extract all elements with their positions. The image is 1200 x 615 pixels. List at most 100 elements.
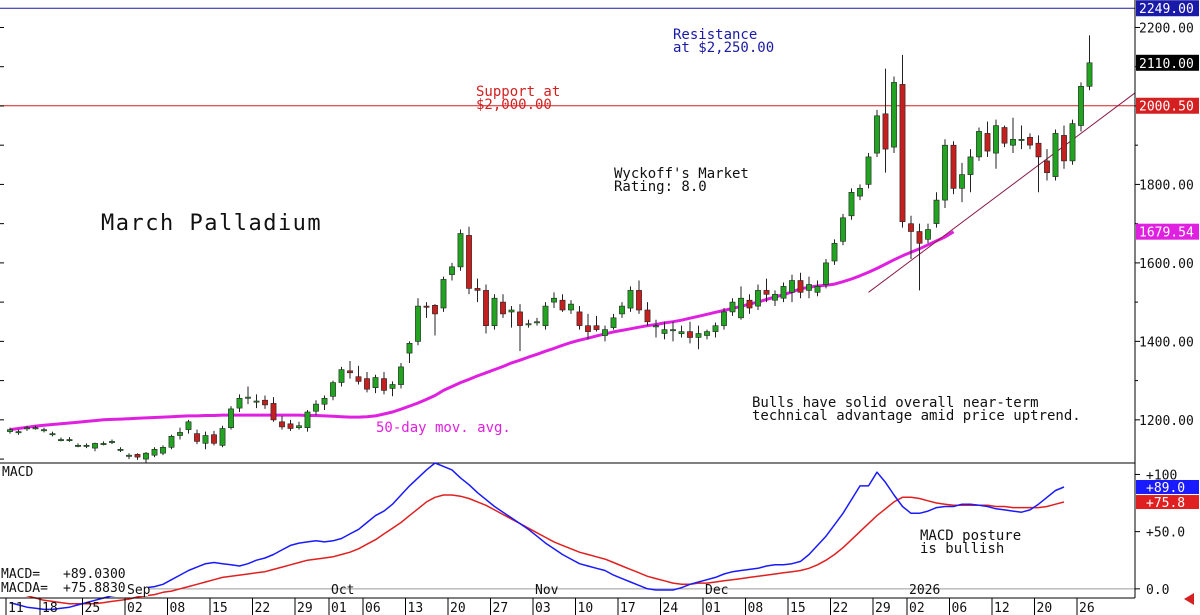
- candle: [925, 223, 931, 244]
- candle-body: [236, 397, 243, 409]
- macd-panel-title: MACD: [2, 465, 33, 480]
- candle: [355, 365, 362, 385]
- candle-body: [304, 411, 311, 428]
- candle: [432, 304, 438, 336]
- candle-body: [797, 280, 804, 293]
- candle: [653, 319, 659, 338]
- macda-readout-value: +75.8830: [63, 581, 126, 596]
- candle-body: [534, 321, 540, 324]
- price-tag-box: [1136, 97, 1199, 114]
- candle-body: [568, 303, 574, 311]
- price-tag-box: [1136, 0, 1199, 17]
- price-tag: 2249.00: [1136, 0, 1199, 17]
- macd-annotation-line-1: MACD posture: [920, 528, 1021, 544]
- candle: [109, 439, 115, 445]
- month-label: Nov: [535, 583, 559, 598]
- candle-body: [542, 305, 549, 327]
- candle: [576, 306, 583, 330]
- candle-body: [262, 399, 268, 406]
- candle-body: [423, 305, 430, 308]
- candle-body: [636, 290, 642, 311]
- candle: [644, 302, 651, 326]
- candle: [602, 325, 608, 342]
- rating-annotation-line-1: Wyckoff's Market: [614, 166, 749, 182]
- candle-body: [967, 156, 974, 175]
- candle-body: [619, 305, 625, 315]
- candle: [75, 443, 81, 448]
- candle-body: [831, 243, 838, 262]
- time-axis: 11 18 25 02 08 15 22 29 01 06 13 20 27 03 10 17 24 01 08 15…: [0, 583, 1135, 615]
- candle-body: [950, 144, 957, 189]
- candle-body: [593, 325, 600, 330]
- candle-body: [644, 309, 651, 323]
- chart-title: March Palladium: [101, 211, 322, 236]
- candle: [483, 284, 489, 334]
- candle-body: [704, 331, 710, 336]
- price-tags: 2249.00 2110.00 2000.50 1679.54: [1136, 0, 1199, 241]
- candle-body: [959, 174, 965, 189]
- price-tag: 2110.00: [1136, 54, 1199, 72]
- candle-body: [355, 376, 362, 382]
- candle-body: [789, 280, 795, 293]
- candle-body: [823, 262, 829, 285]
- candle: [627, 286, 634, 312]
- candle-body: [364, 378, 370, 390]
- macd-tags: +89.0+75.8: [1136, 479, 1199, 511]
- candle: [950, 141, 957, 195]
- candle: [763, 278, 770, 303]
- candle: [874, 109, 880, 157]
- candle-body: [925, 229, 931, 240]
- candle-body: [755, 290, 761, 307]
- candle: [619, 302, 625, 318]
- candle: [24, 425, 30, 431]
- macd-axis-tick-label: +50.0: [1146, 526, 1185, 541]
- candle: [491, 294, 498, 330]
- month-label: Dec: [705, 583, 728, 598]
- candle: [126, 453, 132, 460]
- candle: [789, 274, 795, 303]
- candle-body: [865, 156, 872, 185]
- candle-body: [746, 299, 753, 309]
- candle: [134, 453, 141, 460]
- candle: [194, 429, 200, 445]
- month-label: Sep: [127, 583, 151, 598]
- candle: [721, 308, 727, 330]
- candle: [7, 427, 13, 434]
- candle-body: [1010, 139, 1016, 146]
- month-label: 2026: [909, 583, 940, 598]
- scroll-right-arrow-icon[interactable]: [1184, 593, 1194, 605]
- resistance-annotation-line-2: at $2,250.00: [673, 40, 774, 56]
- macda-line: [9, 494, 1065, 605]
- candle-body: [398, 366, 404, 385]
- time-axis-tick-label: 02: [909, 601, 925, 615]
- candle: [517, 304, 523, 352]
- candle-body: [738, 297, 744, 319]
- resistance-annotation-line-1: Resistance: [673, 27, 757, 43]
- candle-body: [279, 421, 285, 428]
- candle-body: [338, 369, 345, 383]
- price-tag-box: [1136, 223, 1199, 240]
- candle: [474, 278, 481, 303]
- candle: [1069, 119, 1076, 165]
- candle: [415, 298, 421, 346]
- candle-body: [610, 317, 617, 328]
- candle-body: [1044, 160, 1050, 173]
- time-axis-tick-label: 13: [408, 601, 424, 615]
- candle-body: [661, 329, 668, 334]
- candle-body: [1027, 137, 1033, 146]
- candle-body: [942, 144, 948, 201]
- candle: [942, 139, 948, 208]
- candle-body: [576, 311, 583, 326]
- candle-body: [585, 325, 591, 332]
- candle: [228, 406, 234, 430]
- candle: [899, 54, 906, 228]
- candle-body: [933, 199, 940, 224]
- candle-body: [330, 382, 336, 397]
- candle-body: [270, 403, 277, 421]
- macd-tag: +75.8: [1136, 495, 1199, 511]
- candle: [508, 306, 515, 328]
- candle: [780, 282, 787, 303]
- candle-body: [219, 428, 226, 446]
- moving-average: [9, 230, 955, 432]
- time-axis-tick-label: 15: [790, 601, 806, 615]
